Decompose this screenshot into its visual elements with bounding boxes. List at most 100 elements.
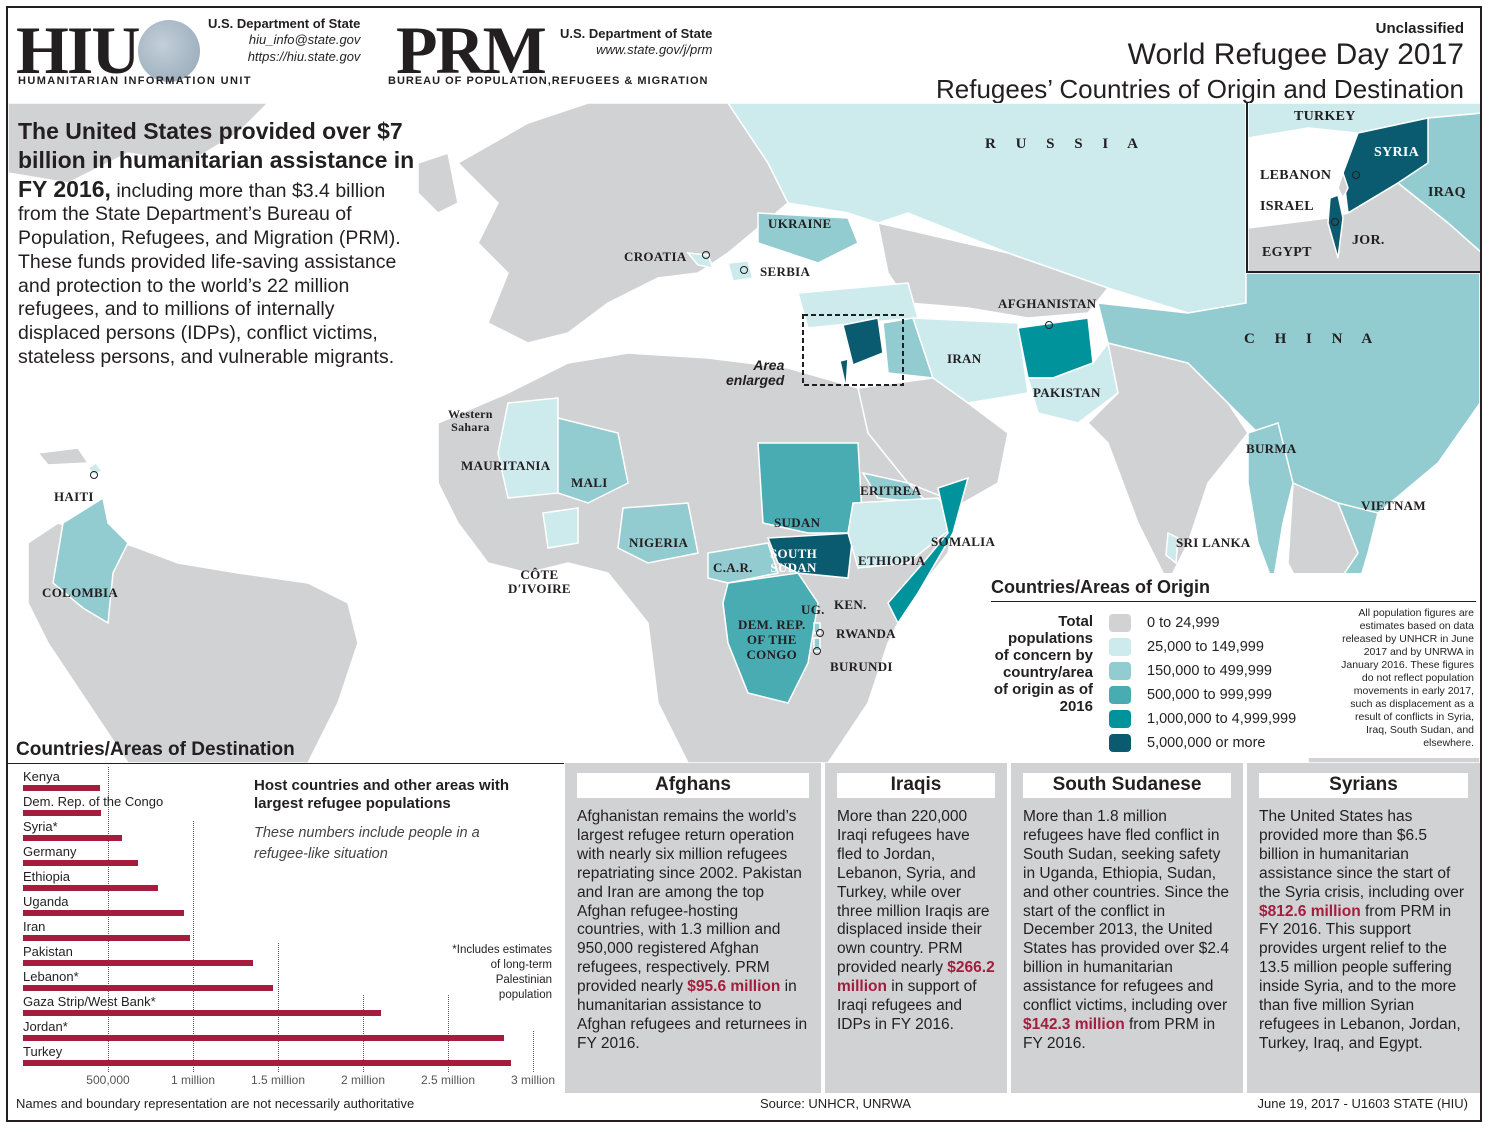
- destination-chart: Countries/Areas of Destination Kenya Dem…: [8, 739, 564, 1093]
- destination-divider: [8, 763, 564, 764]
- intro-bold: The United States provided over $7 billi…: [18, 118, 415, 202]
- area-enlarged-box: [802, 314, 904, 386]
- serbia-pin-icon: [740, 266, 748, 274]
- turkey-shape: [797, 282, 919, 329]
- ukraine-shape: [757, 212, 859, 264]
- mauritania-shape: [497, 397, 559, 499]
- bar-label: Pakistan: [23, 944, 73, 959]
- inset-israel-pin-icon: [1331, 218, 1339, 226]
- legend-label: 0 to 24,999: [1147, 615, 1220, 631]
- x-tick: 3 million: [510, 1073, 556, 1087]
- bar: [23, 935, 190, 941]
- box-body: Afghanistan remains the world’s largest …: [577, 808, 808, 1052]
- box-afghans: Afghans Afghanistan remains the world’s …: [565, 763, 821, 1093]
- uk-shape: [417, 152, 459, 214]
- bar-row: Iran: [23, 919, 190, 944]
- label-kenya: KEN.: [834, 597, 867, 612]
- legend-item: 150,000 to 499,999: [1109, 661, 1272, 681]
- label-vietnam: VIETNAM: [1361, 498, 1426, 513]
- map-graphic: [8, 103, 1480, 763]
- legend-label: 25,000 to 149,999: [1147, 639, 1264, 655]
- page-subtitle: Refugees’ Countries of Origin and Destin…: [936, 74, 1464, 104]
- mali-shape: [557, 417, 629, 504]
- central-asia-shape: [877, 222, 1110, 319]
- label-ukraine: UKRAINE: [768, 216, 832, 231]
- inset-label-iraq: IRAQ: [1428, 185, 1466, 200]
- prm-bureau-name: BUREAU OF POPULATION,REFUGEES & MIGRATIO…: [388, 75, 709, 87]
- inset-label-egypt: EGYPT: [1262, 245, 1312, 260]
- north-america-shape: [8, 103, 270, 184]
- hiu-dept: U.S. Department of State: [208, 16, 361, 31]
- bar: [23, 860, 138, 866]
- inset-label-turkey: TURKEY: [1294, 109, 1356, 124]
- hiu-url[interactable]: https://hiu.state.gov: [247, 48, 361, 64]
- bar-label: Kenya: [23, 769, 60, 784]
- bar-label: Iran: [23, 919, 46, 934]
- sudan-shape: [757, 442, 864, 534]
- israel-shape: [839, 358, 849, 389]
- bar-row: Ethiopia: [23, 869, 158, 894]
- bar: [23, 885, 158, 891]
- label-nigeria: NIGERIA: [629, 535, 689, 550]
- bar-row: Syria*: [23, 819, 122, 844]
- box-body: More than 220,000 Iraqi refugees have fl…: [837, 808, 995, 1033]
- footer: Names and boundary representation are no…: [8, 1093, 1480, 1119]
- legend-title: Countries/Areas of Origin: [991, 577, 1211, 597]
- info-boxes: Afghans Afghanistan remains the world’s …: [565, 763, 1480, 1093]
- bar: [23, 910, 184, 916]
- label-cote-divoire: CÔTE D′IVOIRE: [508, 567, 571, 597]
- syria-shape: [842, 317, 884, 367]
- legend-item: 500,000 to 999,999: [1109, 685, 1272, 705]
- bar-row: Lebanon*: [23, 969, 273, 994]
- bar-row: Dem. Rep. of the Congo: [23, 794, 163, 819]
- rwanda-pin-icon: [816, 629, 824, 637]
- bar-label: Gaza Strip/West Bank*: [23, 994, 156, 1009]
- label-burundi: BURUNDI: [830, 659, 893, 674]
- source: Source: UNHCR, UNRWA: [760, 1096, 911, 1111]
- origin-legend: Countries/Areas of Origin Total populati…: [983, 573, 1480, 758]
- label-iran: IRAN: [947, 351, 982, 366]
- label-somalia: SOMALIA: [931, 534, 996, 549]
- host-note: These numbers include people in a refuge…: [254, 825, 480, 863]
- ethiopia-shape: [847, 497, 960, 569]
- funding-highlight: $812.6 million: [1259, 902, 1361, 920]
- legend-label: 1,000,000 to 4,999,999: [1147, 711, 1297, 727]
- label-burma: BURMA: [1246, 441, 1297, 456]
- label-haiti: HAITI: [54, 489, 94, 504]
- bar-label: Syria*: [23, 819, 58, 834]
- hiu-unit-name: HUMANITARIAN INFORMATION UNIT: [18, 75, 252, 87]
- south-sudan-shape: [766, 532, 854, 579]
- globe-icon: [138, 20, 200, 82]
- label-sri-lanka: SRI LANKA: [1176, 535, 1251, 550]
- label-western-sahara: Western Sahara: [448, 407, 493, 435]
- box-title: South Sudanese: [1023, 773, 1231, 798]
- box-title: Afghans: [577, 773, 809, 798]
- x-tick: 1.5 million: [250, 1073, 306, 1087]
- label-afghanistan: AFGHANISTAN: [998, 296, 1097, 311]
- bar-label: Germany: [23, 844, 77, 859]
- europe-shape: [456, 103, 789, 344]
- hiu-email[interactable]: hiu_info@state.gov: [248, 32, 361, 48]
- x-tick: 2.5 million: [420, 1073, 476, 1087]
- burundi-pin-icon: [813, 647, 821, 655]
- somalia-shape: [887, 476, 970, 625]
- box-iraqis: Iraqis More than 220,000 Iraqi refugees …: [825, 763, 1007, 1093]
- prm-logo: PRM: [396, 12, 547, 88]
- burma-shape: [1247, 422, 1294, 586]
- classification: Unclassified: [1375, 20, 1464, 37]
- legend-swatch: [1109, 734, 1131, 752]
- bar: [23, 985, 273, 991]
- afghanistan-pin-icon: [1045, 321, 1053, 329]
- bar-row: Kenya: [23, 769, 100, 794]
- prm-url[interactable]: www.state.gov/j/prm: [596, 42, 713, 58]
- funding-highlight: $142.3 million: [1023, 1015, 1125, 1033]
- funding-highlight: $266.2 million: [837, 959, 995, 996]
- legend-item: 25,000 to 149,999: [1109, 637, 1264, 657]
- inset-label-jordan: JOR.: [1352, 233, 1385, 248]
- car-shape: [707, 542, 779, 584]
- legend-label: 5,000,000 or more: [1147, 735, 1266, 751]
- date-code: June 19, 2017 - U1603 STATE (HIU): [1257, 1096, 1468, 1111]
- gridline-1m: [193, 821, 194, 1072]
- header: HIU U.S. Department of State hiu_info@st…: [8, 8, 1480, 104]
- bar-label: Dem. Rep. of the Congo: [23, 794, 164, 809]
